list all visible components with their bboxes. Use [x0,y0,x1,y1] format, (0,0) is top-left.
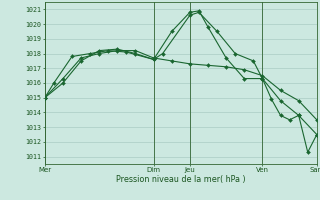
X-axis label: Pression niveau de la mer( hPa ): Pression niveau de la mer( hPa ) [116,175,246,184]
